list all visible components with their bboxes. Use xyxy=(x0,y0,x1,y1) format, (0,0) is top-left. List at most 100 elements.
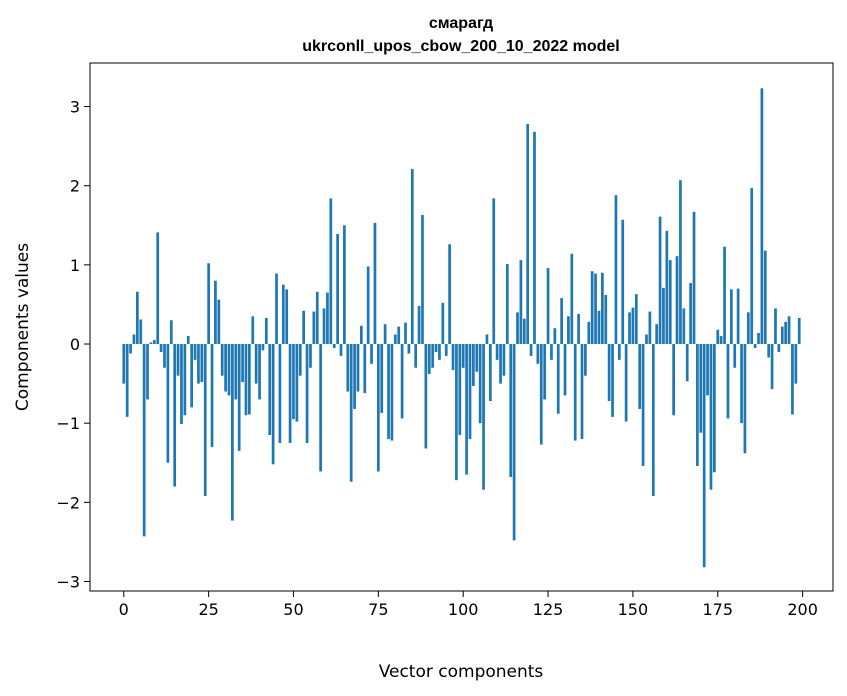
bar-11 xyxy=(159,344,163,352)
bar-24 xyxy=(203,344,207,497)
x-tick-label: 175 xyxy=(702,600,733,619)
bar-73 xyxy=(370,344,373,364)
bar-152 xyxy=(638,344,642,409)
bar-40 xyxy=(258,344,261,400)
bar-169 xyxy=(696,344,699,466)
bar-83 xyxy=(404,322,407,345)
bar-114 xyxy=(509,344,513,478)
bar-192 xyxy=(774,308,777,345)
bar-85 xyxy=(410,169,414,345)
bar-124 xyxy=(543,344,547,400)
bar-108 xyxy=(488,344,492,402)
bar-115 xyxy=(512,344,516,541)
bar-153 xyxy=(641,344,645,466)
bar-186 xyxy=(753,344,757,348)
bar-128 xyxy=(556,344,560,414)
y-axis-label: Components values xyxy=(13,243,33,411)
bar-173 xyxy=(709,344,713,490)
bar-135 xyxy=(580,344,584,440)
bar-191 xyxy=(770,344,774,390)
bar-15 xyxy=(173,344,177,487)
bar-20 xyxy=(190,344,194,408)
bar-94 xyxy=(441,302,445,345)
bar-194 xyxy=(780,326,784,345)
bar-50 xyxy=(292,344,295,420)
bar-29 xyxy=(220,344,224,376)
bar-43 xyxy=(268,344,272,436)
bar-74 xyxy=(373,222,377,345)
bar-33 xyxy=(234,344,238,400)
bar-177 xyxy=(723,246,726,345)
bar-10 xyxy=(156,232,160,345)
bar-68 xyxy=(353,344,356,409)
y-tick-label: 0 xyxy=(70,335,80,354)
x-tick-label: 50 xyxy=(283,600,303,619)
bar-193 xyxy=(777,344,781,352)
chart-title: смарагд xyxy=(429,15,493,32)
bar-157 xyxy=(655,324,659,345)
bar-12 xyxy=(163,344,166,368)
bar-18 xyxy=(183,344,187,416)
bar-9 xyxy=(152,340,156,345)
bar-168 xyxy=(692,211,696,345)
bar-102 xyxy=(468,344,472,440)
bar-187 xyxy=(757,332,760,345)
bar-190 xyxy=(767,344,771,358)
bar-53 xyxy=(302,310,306,345)
bar-61 xyxy=(329,198,333,345)
bar-1 xyxy=(125,344,129,417)
bar-189 xyxy=(763,250,767,345)
bar-103 xyxy=(472,344,475,386)
bar-139 xyxy=(594,273,597,345)
y-tick-label: −3 xyxy=(56,573,80,592)
bar-136 xyxy=(584,344,587,376)
bar-171 xyxy=(702,344,706,568)
bar-80 xyxy=(393,334,397,345)
bar-195 xyxy=(784,321,788,345)
bar-99 xyxy=(458,344,462,436)
bar-110 xyxy=(495,344,499,360)
bar-196 xyxy=(787,316,791,345)
bar-78 xyxy=(387,344,390,440)
bar-3 xyxy=(132,334,136,345)
bar-185 xyxy=(750,188,754,345)
bar-64 xyxy=(339,344,343,356)
bar-27 xyxy=(214,280,217,345)
y-tick-label: −1 xyxy=(56,414,80,433)
bar-163 xyxy=(675,256,679,345)
bar-75 xyxy=(376,344,380,472)
bar-141 xyxy=(601,272,604,345)
bar-66 xyxy=(346,344,350,392)
bar-35 xyxy=(241,344,244,383)
bar-134 xyxy=(577,313,580,345)
bar-106 xyxy=(482,344,485,490)
bar-158 xyxy=(658,216,662,345)
x-axis-label: Vector components xyxy=(379,662,544,682)
bar-51 xyxy=(295,344,299,422)
bar-104 xyxy=(475,344,479,372)
bar-2 xyxy=(129,344,132,354)
bar-175 xyxy=(716,329,720,345)
bar-81 xyxy=(397,326,401,345)
bar-88 xyxy=(421,214,424,345)
bar-155 xyxy=(648,311,652,345)
bar-49 xyxy=(288,344,292,443)
bar-86 xyxy=(414,344,418,368)
bar-109 xyxy=(492,198,496,345)
bar-121 xyxy=(533,131,536,345)
bar-107 xyxy=(485,334,489,345)
bar-84 xyxy=(407,344,411,354)
bar-26 xyxy=(210,344,214,447)
bar-170 xyxy=(699,344,703,433)
bar-58 xyxy=(319,344,322,472)
bar-76 xyxy=(380,344,384,413)
bar-45 xyxy=(275,273,278,345)
bar-105 xyxy=(478,344,482,424)
bar-70 xyxy=(360,325,363,345)
bar-100 xyxy=(461,344,465,368)
y-tick-label: 1 xyxy=(70,256,80,275)
bar-120 xyxy=(529,344,533,356)
bar-101 xyxy=(465,344,468,475)
bar-174 xyxy=(713,344,716,473)
bar-39 xyxy=(254,344,258,384)
